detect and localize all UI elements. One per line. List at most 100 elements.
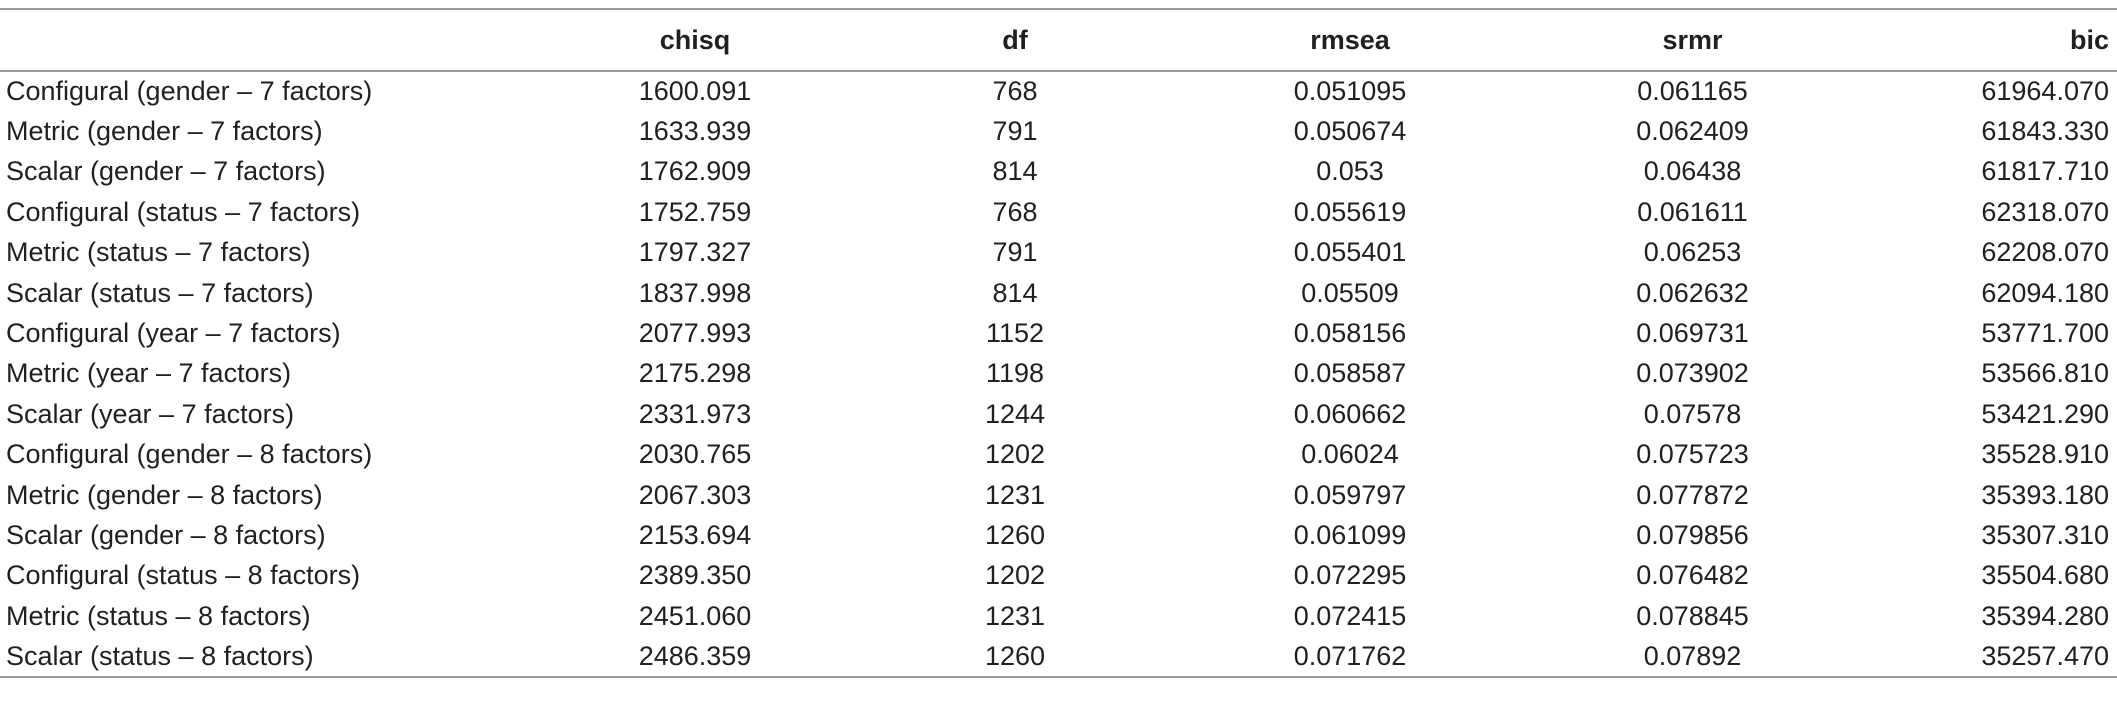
table-row: Metric (gender – 7 factors) 1633.939 791 0.… [0, 111, 2117, 151]
cell-srmr: 0.07892 [1643, 640, 1742, 671]
cell-model: Metric (gender – 8 factors) [6, 479, 323, 510]
table-row: Configural (year – 7 factors) 2077.993 115… [0, 313, 2117, 353]
cell-chisq: 1762.909 [638, 156, 752, 187]
cell-srmr: 0.062409 [1636, 116, 1749, 147]
cell-df: 814 [992, 156, 1038, 187]
cell-rmsea: 0.060662 [1293, 398, 1407, 429]
table-row: Configural (gender – 7 factors) 1600.091 7… [0, 71, 2117, 111]
cell-srmr: 0.061611 [1637, 196, 1748, 227]
cell-chisq: 2389.350 [638, 560, 752, 591]
cell-model: Metric (status – 7 factors) [6, 237, 311, 268]
cell-model: Configural (status – 8 factors) [6, 560, 361, 591]
cell-df: 768 [992, 76, 1038, 107]
cell-df: 1198 [985, 358, 1045, 389]
cell-df: 791 [992, 116, 1038, 147]
cell-bic: 61843.330 [1981, 116, 2109, 147]
cell-srmr: 0.062632 [1636, 277, 1749, 308]
cell-model: Configural (gender – 8 factors) [6, 439, 373, 470]
cell-bic: 61817.710 [1981, 156, 2109, 187]
cell-rmsea: 0.058156 [1293, 318, 1407, 349]
cell-rmsea: 0.051095 [1293, 76, 1407, 107]
cell-rmsea: 0.055401 [1293, 237, 1407, 268]
cell-chisq: 2077.993 [638, 318, 752, 349]
header-model [0, 9, 540, 71]
cell-model: Metric (gender – 7 factors) [6, 116, 323, 147]
table-body: Configural (gender – 7 factors) 1600.091 7… [0, 71, 2117, 677]
cell-chisq: 2331.973 [638, 398, 752, 429]
cell-chisq: 2451.060 [638, 600, 752, 631]
cell-df: 814 [992, 277, 1038, 308]
cell-bic: 62318.070 [1981, 196, 2109, 227]
cell-df: 1260 [984, 640, 1046, 671]
cell-srmr: 0.069731 [1636, 318, 1749, 349]
header-row: chisq df rmsea srmr bic [0, 9, 2117, 71]
cell-srmr: 0.079856 [1636, 519, 1749, 550]
cell-rmsea: 0.059797 [1293, 479, 1407, 510]
table-row: Scalar (gender – 7 factors) 1762.909 814 0.… [0, 152, 2117, 192]
cell-chisq: 2486.359 [638, 640, 752, 671]
cell-model: Scalar (status – 7 factors) [6, 277, 314, 308]
cell-rmsea: 0.06024 [1301, 439, 1399, 470]
cell-bic: 53421.290 [1981, 398, 2109, 429]
cell-bic: 53771.700 [1981, 318, 2109, 349]
cell-srmr: 0.075723 [1636, 439, 1749, 470]
cell-srmr: 0.076482 [1636, 560, 1749, 591]
cell-chisq: 2067.303 [638, 479, 752, 510]
cell-bic: 35504.680 [1981, 560, 2109, 591]
cell-chisq: 2153.694 [638, 519, 752, 550]
cell-model: Configural (gender – 7 factors) [6, 76, 373, 107]
cell-df: 1202 [984, 560, 1046, 591]
cell-srmr: 0.061165 [1637, 76, 1748, 107]
cell-bic: 62208.070 [1981, 237, 2109, 268]
cell-chisq: 1752.759 [638, 196, 752, 227]
cell-srmr: 0.06253 [1643, 237, 1742, 268]
fit-indices-table: chisq df rmsea srmr bic Configural (gend… [0, 8, 2117, 678]
cell-df: 1202 [984, 439, 1046, 470]
cell-model: Configural (year – 7 factors) [6, 318, 341, 349]
cell-chisq: 1600.091 [638, 76, 752, 107]
cell-bic: 53566.810 [1981, 358, 2109, 389]
cell-chisq: 2175.298 [638, 358, 752, 389]
cell-df: 768 [992, 196, 1038, 227]
cell-rmsea: 0.072415 [1293, 600, 1407, 631]
cell-model: Configural (status – 7 factors) [6, 196, 361, 227]
cell-srmr: 0.073902 [1636, 358, 1749, 389]
cell-model: Scalar (year – 7 factors) [6, 398, 295, 429]
cell-rmsea: 0.071762 [1293, 640, 1407, 671]
table-row: Scalar (year – 7 factors) 2331.973 1244 0.0… [0, 394, 2117, 434]
table-row: Configural (status – 7 factors) 1752.759 7… [0, 192, 2117, 232]
cell-bic: 35257.470 [1981, 640, 2109, 671]
cell-df: 791 [992, 237, 1038, 268]
header-bic: bic [2069, 24, 2109, 55]
table-row: Metric (gender – 8 factors) 2067.303 1231 0… [0, 475, 2117, 515]
header-rmsea: rmsea [1310, 24, 1390, 55]
table-row: Scalar (status – 8 factors) 2486.359 1260 0… [0, 636, 2117, 677]
cell-df: 1244 [984, 398, 1046, 429]
cell-rmsea: 0.050674 [1293, 116, 1407, 147]
header-chisq: chisq [659, 24, 731, 55]
cell-bic: 35528.910 [1981, 439, 2109, 470]
table-row: Metric (year – 7 factors) 2175.298 1198 0.0… [0, 354, 2117, 394]
cell-srmr: 0.07578 [1643, 398, 1742, 429]
cell-rmsea: 0.05509 [1301, 277, 1399, 308]
cell-chisq: 1797.327 [638, 237, 752, 268]
cell-df: 1152 [985, 318, 1045, 349]
table-row: Configural (gender – 8 factors) 2030.765 1… [0, 435, 2117, 475]
table-row: Metric (status – 7 factors) 1797.327 791 0.… [0, 233, 2117, 273]
cell-bic: 35307.310 [1981, 519, 2109, 550]
cell-rmsea: 0.053 [1316, 156, 1384, 187]
cell-df: 1231 [984, 600, 1046, 631]
cell-chisq: 1837.998 [638, 277, 752, 308]
table-row: Scalar (gender – 8 factors) 2153.694 1260 0… [0, 515, 2117, 555]
cell-model: Metric (year – 7 factors) [6, 358, 292, 389]
cell-rmsea: 0.061099 [1293, 519, 1407, 550]
cell-model: Scalar (status – 8 factors) [6, 640, 314, 671]
cell-rmsea: 0.058587 [1293, 358, 1407, 389]
cell-bic: 35394.280 [1981, 600, 2109, 631]
cell-chisq: 1633.939 [638, 116, 752, 147]
cell-bic: 61964.070 [1981, 76, 2109, 107]
cell-chisq: 2030.765 [638, 439, 752, 470]
header-srmr: srmr [1662, 24, 1723, 55]
cell-df: 1231 [984, 479, 1046, 510]
